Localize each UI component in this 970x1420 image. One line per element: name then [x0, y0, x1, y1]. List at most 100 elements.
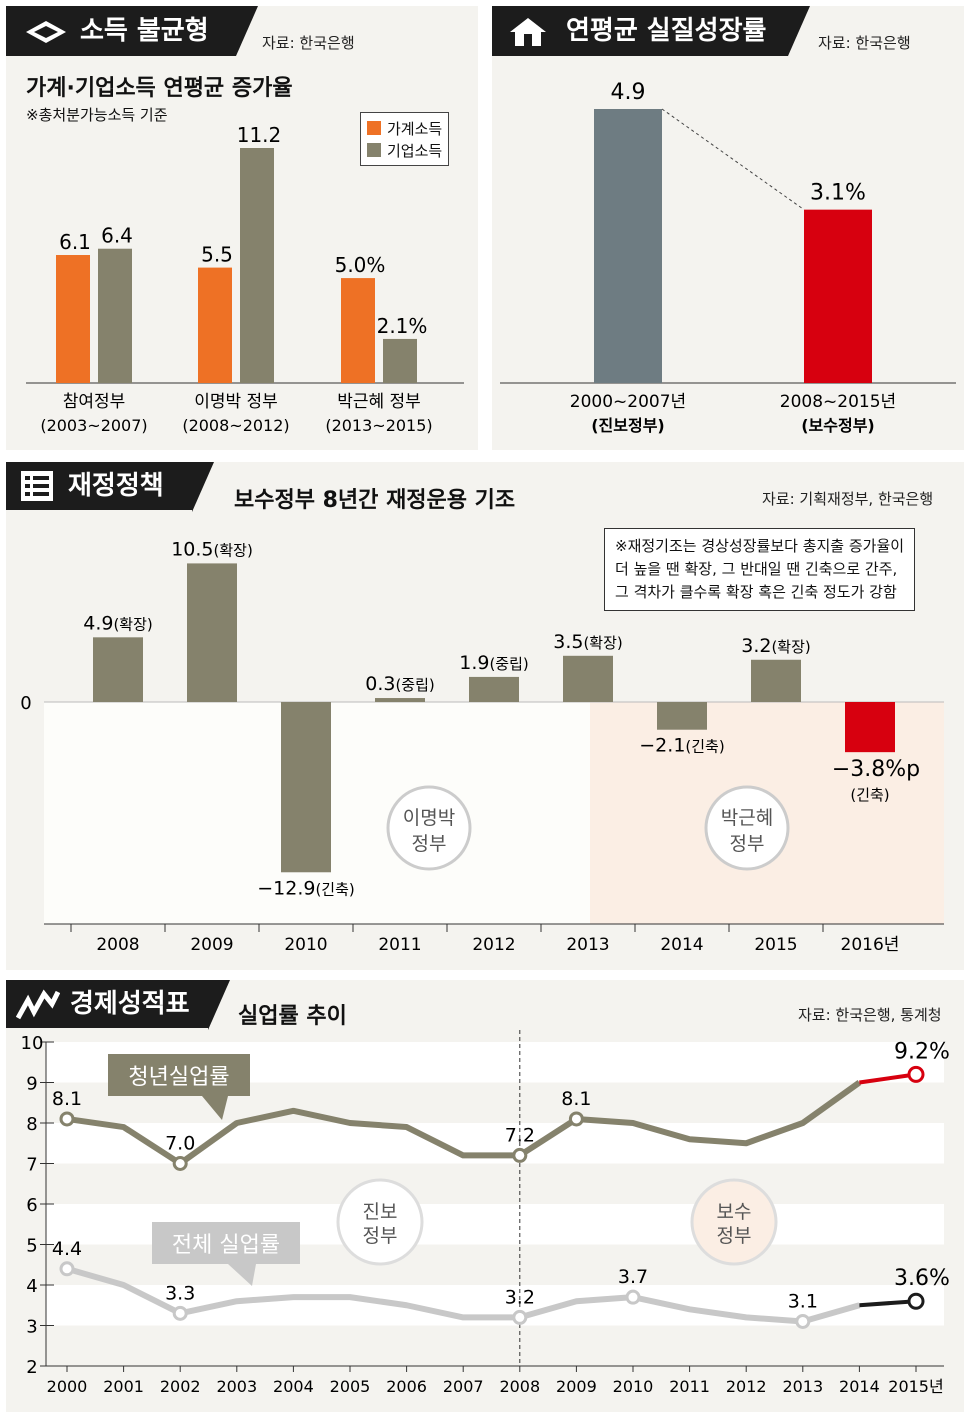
- fiscal-bar-label-6: −2.1(긴축): [639, 735, 724, 757]
- income-category-2: 박근혜 정부: [337, 392, 421, 412]
- economy-series-tail-1: [859, 1299, 917, 1308]
- growth-panel: [492, 6, 964, 450]
- economy-xtick-label-7: 2007: [443, 1377, 484, 1396]
- fiscal-lee-circle: [386, 785, 472, 871]
- legend-corporate-swatch: [367, 143, 381, 157]
- growth-title-band: 연평균 실질성장률: [492, 6, 810, 56]
- economy-point-0-8: [512, 1147, 528, 1163]
- fiscal-category-8: 2016년: [841, 935, 900, 955]
- fiscal-category-1: 2009: [190, 935, 233, 955]
- income-category-1: 이명박 정부: [194, 392, 278, 412]
- economy-ytick-label-8: 10: [21, 1033, 44, 1054]
- economy-ytick-label-3: 5: [26, 1236, 37, 1257]
- income-bar-1-1: [240, 148, 274, 383]
- economy-point-1-2: [172, 1305, 188, 1321]
- economy-point-label-1-0: 4.4: [52, 1238, 82, 1260]
- growth-bar-label-0: 4.9: [611, 80, 646, 105]
- fiscal-park-label-2: 정부: [730, 833, 765, 855]
- economy-point-label-0-8: 7.2: [505, 1124, 535, 1146]
- list-icon: [20, 470, 54, 506]
- economy-point-1-8: [512, 1309, 528, 1325]
- fiscal-bar-1: [187, 563, 237, 702]
- legend-household-label: 가계소득: [387, 119, 443, 138]
- income-bar-label-0-1: 5.5: [201, 243, 233, 267]
- income-bar-0-0: [56, 255, 90, 383]
- legend-corporate: 기업소득: [367, 139, 442, 161]
- economy-point-label-1-13: 3.1: [788, 1290, 818, 1312]
- fiscal-bar-value-6: −2.1: [639, 735, 685, 757]
- economy-cons-label-1: 보수: [717, 1201, 752, 1223]
- economy-point-label-1-15: 3.6%: [894, 1266, 950, 1291]
- fiscal-zero-label: 0: [20, 693, 31, 714]
- fiscal-bar-tag-6: (긴축): [685, 738, 724, 756]
- unemployment-chart: 2 3 4 5 6 7 8 9 10 2000 2001 2002 2003 2004 2005 2006 20…: [21, 1030, 950, 1396]
- fiscal-bar-value-3: 0.3: [365, 673, 395, 695]
- economy-prog-circle: [336, 1178, 424, 1266]
- income-bar-label-1-2: 2.1%: [377, 314, 428, 338]
- fiscal-bar-tag-5: (확장): [583, 634, 622, 652]
- fiscal-bar-tag-7: (확장): [771, 638, 810, 656]
- fiscal-title-band: 재정정책: [6, 462, 214, 512]
- economy-xtick-label-15: 2015년: [888, 1377, 943, 1396]
- economy-point-1-15: [907, 1292, 925, 1310]
- economy-point-0-2: [172, 1156, 188, 1171]
- fiscal-subtitle: 보수정부 8년간 재정운용 기조: [234, 488, 516, 513]
- income-category-0: 참여정부: [63, 392, 126, 412]
- income-bar-1-0: [98, 248, 132, 383]
- fiscal-category-3: 2011: [378, 935, 421, 955]
- fiscal-note-line-3: 그 격차가 클수록 확장 혹은 긴축 정도가 강함: [615, 583, 897, 601]
- legend-household: 가계소득: [367, 117, 442, 139]
- growth-bar-1: [804, 209, 872, 383]
- economy-prog-label-2: 정부: [363, 1225, 398, 1247]
- income-category-period-1: (2008~2012): [182, 416, 289, 435]
- economy-xtick-label-11: 2011: [669, 1377, 710, 1396]
- fiscal-bar-6: [657, 702, 707, 730]
- fiscal-bar-label-1: 10.5(확장): [171, 538, 253, 560]
- fiscal-note-line-1: ※재정기조는 경상성장률보다 총지출 증가율이: [615, 537, 905, 555]
- economy-xtick-label-13: 2013: [782, 1377, 823, 1396]
- economy-xtick-label-8: 2008: [499, 1377, 540, 1396]
- fiscal-bar-0: [93, 637, 143, 702]
- economy-cons-label-2: 정부: [717, 1225, 752, 1247]
- income-title: 소득 불균형: [80, 16, 209, 46]
- economy-point-1-0: [59, 1261, 75, 1277]
- economy-point-0-15: [907, 1065, 925, 1083]
- economy-ytick-label-0: 2: [26, 1357, 37, 1378]
- fiscal-bar-8: [845, 702, 895, 753]
- economy-ytick-label-6: 8: [26, 1114, 37, 1135]
- economy-ytick-label-1: 3: [26, 1317, 37, 1338]
- fiscal-category-0: 2008: [96, 935, 139, 955]
- economy-point-label-0-9: 8.1: [561, 1088, 591, 1110]
- economy-youth-callout-text: 청년실업률: [128, 1065, 229, 1090]
- growth-connector-line: [661, 108, 805, 211]
- fiscal-bar-tag-4: (중립): [489, 655, 528, 673]
- trend-icon: [15, 988, 61, 1026]
- economy-series-tail-0: [859, 1072, 917, 1085]
- economy-point-label-1-10: 3.7: [618, 1266, 648, 1288]
- house-icon: [508, 16, 548, 52]
- fiscal-bar-7: [751, 659, 801, 702]
- fiscal-bar-label-2: −12.9(긴축): [257, 877, 355, 899]
- fiscal-bar-2: [281, 702, 331, 873]
- economy-total-callout: [152, 1222, 300, 1264]
- fiscal-park-label-1: 박근혜: [721, 807, 773, 829]
- economy-series-line-1: [66, 1265, 861, 1325]
- economy-point-label-0-2: 7.0: [165, 1133, 195, 1155]
- income-bar-label-1-0: 6.4: [101, 224, 133, 248]
- economy-point-label-0-15: 9.2%: [894, 1039, 950, 1064]
- income-bar-label-0-2: 5.0%: [335, 253, 386, 277]
- income-bar-label-0-0: 6.1: [59, 230, 91, 254]
- fiscal-category-2: 2010: [284, 935, 327, 955]
- economy-xtick-label-12: 2012: [726, 1377, 767, 1396]
- fiscal-bar-tag-0: (확장): [113, 615, 152, 633]
- fiscal-category-5: 2013: [566, 935, 609, 955]
- growth-category-period-0: (진보정부): [591, 416, 665, 435]
- economy-point-1-13: [795, 1313, 811, 1329]
- fiscal-park-circle: [704, 785, 790, 871]
- fiscal-note-line-2: 더 높을 땐 확장, 그 반대일 땐 긴축으로 간주,: [615, 560, 898, 578]
- economy-youth-callout: [108, 1054, 250, 1096]
- income-category-period-2: (2013~2015): [325, 416, 432, 435]
- economy-point-1-10: [625, 1289, 641, 1305]
- income-source: 자료: 한국은행: [262, 34, 355, 52]
- economy-xtick-label-5: 2005: [330, 1377, 371, 1396]
